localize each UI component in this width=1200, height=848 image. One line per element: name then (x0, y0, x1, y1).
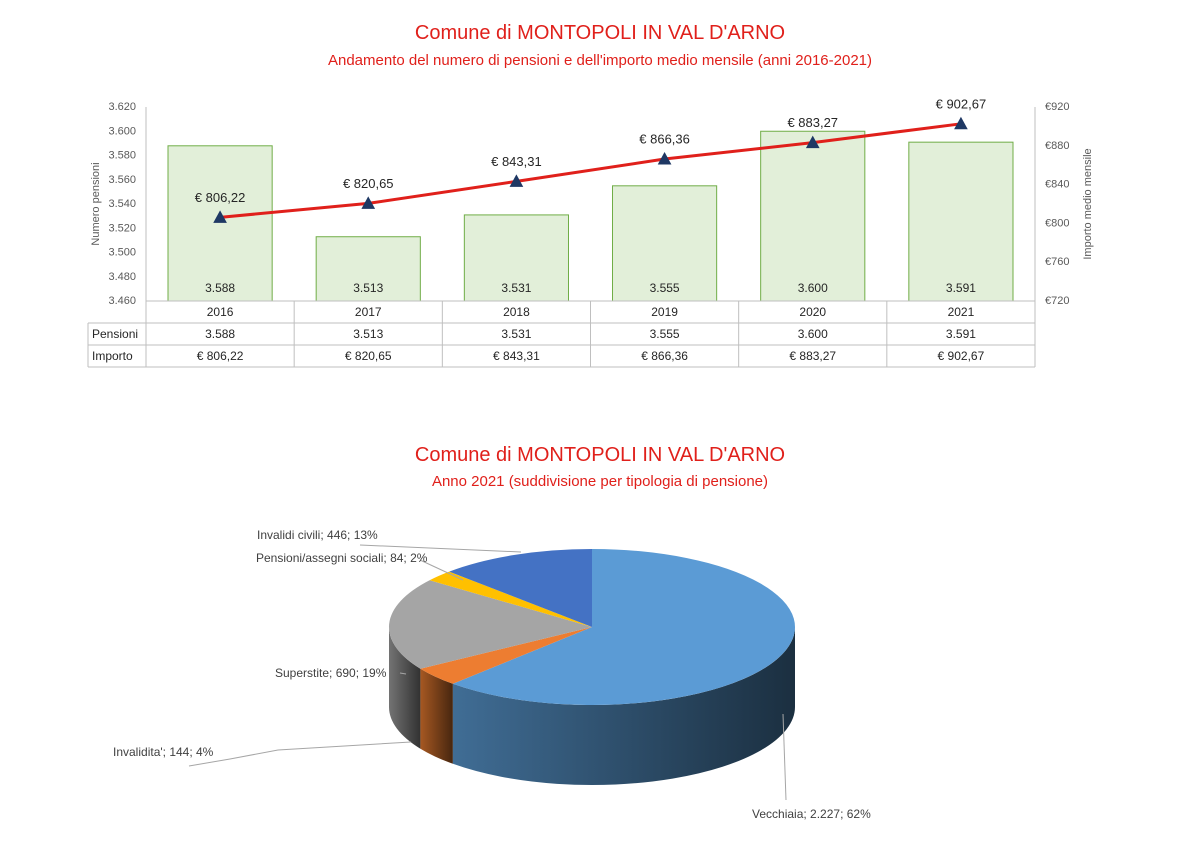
bar-value-label: 3.513 (353, 281, 383, 295)
bar-value-label: 3.531 (501, 281, 531, 295)
y-axis-title-right: Importo medio mensile (1082, 148, 1094, 259)
table-cell: € 902,67 (938, 349, 985, 363)
pie-slice-pensioni-assegni-sociali (429, 571, 592, 627)
pie-slice-label: Superstite; 690; 19% (275, 666, 387, 680)
x-category-label: 2019 (651, 305, 678, 319)
pie-slice-vecchiaia (452, 549, 795, 705)
table-cell: 3.555 (650, 327, 680, 341)
pie-side-superstite (388, 627, 421, 749)
y-tick-label-right: €760 (1045, 256, 1069, 268)
pie-chart-subtitle: Anno 2021 (suddivisione per tipologia di… (431, 473, 769, 490)
pie-slice-label: Invalidi civili; 446; 13% (257, 528, 378, 542)
table-row-label: Pensioni (92, 327, 138, 341)
bar-chart-title: Comune di MONTOPOLI IN VAL D'ARNO (414, 22, 786, 44)
table-cell: € 883,27 (789, 349, 836, 363)
line-value-label: € 902,67 (936, 96, 987, 111)
x-category-label: 2021 (948, 305, 975, 319)
line-value-label: € 843,31 (491, 154, 542, 169)
pie-leader-line (399, 672, 407, 675)
y-tick-label-right: €920 (1045, 101, 1069, 113)
pie-leader-line (782, 713, 787, 801)
pie-leader-line (188, 741, 412, 767)
y-tick-label-left: 3.520 (108, 222, 136, 234)
pie-slice-invalidi-civili (449, 549, 592, 627)
pie-slice-label: Invalidita'; 144; 4% (113, 745, 214, 759)
y-tick-label-left: 3.560 (108, 174, 136, 186)
bar (612, 185, 718, 302)
pie-side-vecchiaia (452, 627, 795, 786)
table-cell: € 806,22 (197, 349, 244, 363)
x-category-label: 2020 (799, 305, 826, 319)
bar (167, 145, 273, 302)
line-value-label: € 866,36 (639, 132, 690, 147)
pie-leader-line (419, 559, 464, 581)
y-axis-title-left: Numero pensioni (90, 162, 102, 245)
y-tick-label-left: 3.620 (108, 101, 136, 113)
y-tick-label-left: 3.580 (108, 150, 136, 162)
bar-value-label: 3.600 (798, 281, 828, 295)
line-marker (213, 210, 227, 223)
pie-slice-superstite (388, 580, 592, 669)
y-tick-label-right: €840 (1045, 179, 1069, 191)
x-category-label: 2018 (503, 305, 530, 319)
pie-chart-title: Comune di MONTOPOLI IN VAL D'ARNO (414, 444, 786, 466)
bar (463, 214, 570, 302)
table-cell: 3.588 (205, 327, 235, 341)
line-value-label: € 806,22 (195, 190, 246, 205)
line-marker (954, 116, 968, 130)
table-cell: 3.531 (501, 327, 531, 341)
table-cell: 3.513 (353, 327, 383, 341)
line-marker (657, 151, 672, 165)
y-tick-label-left: 3.500 (108, 247, 136, 259)
bar-chart-subtitle: Andamento del numero di pensioni e dell'… (327, 52, 873, 69)
pie-side-invalidita- (420, 668, 453, 764)
y-tick-label-left: 3.480 (108, 271, 136, 283)
table-cell: € 843,31 (493, 349, 540, 363)
bar-value-label: 3.591 (946, 281, 976, 295)
table-cell: 3.591 (946, 327, 976, 341)
table-cell: 3.600 (798, 327, 828, 341)
bar (760, 130, 866, 302)
bar (908, 141, 1014, 302)
pie-leader-line (359, 544, 522, 553)
y-tick-label-left: 3.600 (108, 125, 136, 137)
bar-value-label: 3.588 (205, 281, 235, 295)
line-value-label: € 883,27 (787, 115, 838, 130)
pie-slice-label: Pensioni/assegni sociali; 84; 2% (256, 551, 428, 565)
line-marker (361, 196, 376, 209)
line-marker (509, 174, 524, 187)
y-tick-label-right: €880 (1045, 140, 1069, 152)
line-series-importo (219, 122, 962, 219)
bar-value-label: 3.555 (650, 281, 680, 295)
table-cell: € 820,65 (345, 349, 392, 363)
table-cell: € 866,36 (641, 349, 688, 363)
line-value-label: € 820,65 (343, 176, 394, 191)
y-tick-label-left: 3.540 (108, 198, 136, 210)
y-tick-label-left: 3.460 (108, 295, 136, 307)
bar (315, 236, 421, 302)
pie-slice-invalidita- (420, 627, 592, 684)
table-row-label: Importo (92, 349, 133, 363)
y-tick-label-right: €720 (1045, 295, 1069, 307)
y-tick-label-right: €800 (1045, 217, 1069, 229)
line-marker (805, 135, 820, 149)
x-category-label: 2017 (355, 305, 382, 319)
x-category-label: 2016 (207, 305, 234, 319)
pie-slice-label: Vecchiaia; 2.227; 62% (752, 807, 871, 821)
